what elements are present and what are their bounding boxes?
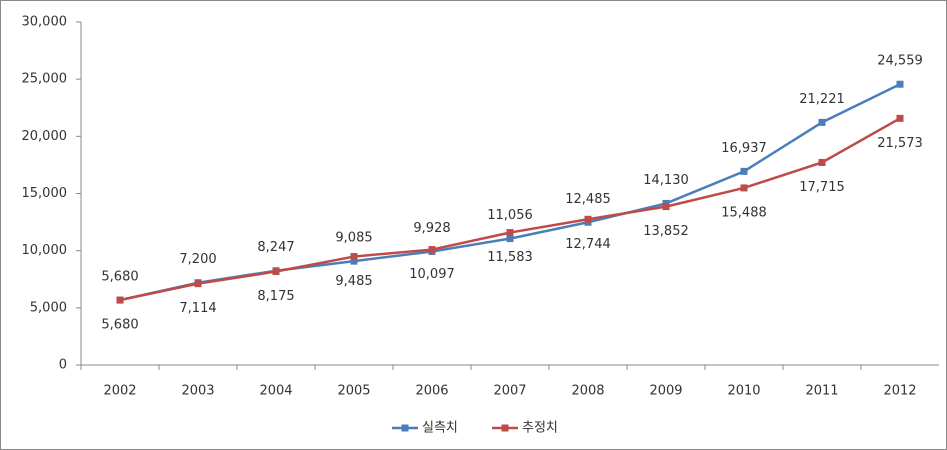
marker xyxy=(350,253,358,261)
data-label: 8,175 xyxy=(257,289,294,304)
legend-label: 추정치 xyxy=(522,421,558,436)
marker xyxy=(506,235,514,243)
x-tick-label: 2003 xyxy=(181,384,214,399)
data-label: 10,097 xyxy=(409,267,455,282)
y-tick-label: 10,000 xyxy=(22,243,68,258)
marker xyxy=(896,114,904,122)
y-tick-label: 20,000 xyxy=(22,129,68,144)
x-tick-label: 2012 xyxy=(883,384,916,399)
data-label: 12,485 xyxy=(565,192,611,207)
x-tick-label: 2005 xyxy=(337,384,370,399)
marker xyxy=(506,229,514,237)
data-label: 12,744 xyxy=(565,237,611,252)
data-label: 9,928 xyxy=(413,221,450,236)
marker xyxy=(584,215,592,223)
data-label: 21,221 xyxy=(799,92,845,107)
data-label: 11,583 xyxy=(487,250,533,265)
x-tick-label: 2011 xyxy=(805,384,838,399)
y-tick-label: 25,000 xyxy=(22,72,68,87)
data-label: 11,056 xyxy=(487,208,533,223)
legend-marker xyxy=(401,424,409,432)
data-label: 17,715 xyxy=(799,180,845,195)
data-label: 5,680 xyxy=(101,318,138,333)
data-label: 8,247 xyxy=(257,240,294,255)
data-label: 21,573 xyxy=(877,136,923,151)
marker xyxy=(116,296,124,304)
y-tick-label: 5,000 xyxy=(30,300,67,315)
data-label: 13,852 xyxy=(643,224,689,239)
marker xyxy=(740,167,748,175)
data-label: 15,488 xyxy=(721,205,767,220)
marker xyxy=(272,268,280,276)
marker xyxy=(194,280,202,288)
y-tick-label: 30,000 xyxy=(22,15,68,30)
x-tick-label: 2010 xyxy=(727,384,760,399)
marker xyxy=(662,203,670,211)
y-tick-label: 0 xyxy=(59,358,67,373)
x-tick-label: 2007 xyxy=(493,384,526,399)
legend-marker xyxy=(501,424,509,432)
data-label: 14,130 xyxy=(643,173,689,188)
marker xyxy=(818,158,826,166)
marker xyxy=(740,184,748,192)
marker xyxy=(818,118,826,126)
data-label: 24,559 xyxy=(877,54,923,69)
data-label: 7,114 xyxy=(179,301,216,316)
marker xyxy=(428,246,436,254)
data-label: 5,680 xyxy=(101,270,138,285)
x-tick-label: 2009 xyxy=(649,384,682,399)
legend-label: 실측치 xyxy=(422,421,458,436)
y-tick-label: 15,000 xyxy=(22,186,68,201)
x-tick-label: 2002 xyxy=(103,384,136,399)
data-label: 9,085 xyxy=(335,231,372,246)
data-label: 9,485 xyxy=(335,274,372,289)
x-tick-label: 2008 xyxy=(571,384,604,399)
data-label: 7,200 xyxy=(179,252,216,267)
data-label: 16,937 xyxy=(721,141,767,156)
marker xyxy=(896,80,904,88)
x-tick-label: 2004 xyxy=(259,384,292,399)
x-tick-label: 2006 xyxy=(415,384,448,399)
marker xyxy=(350,257,358,265)
